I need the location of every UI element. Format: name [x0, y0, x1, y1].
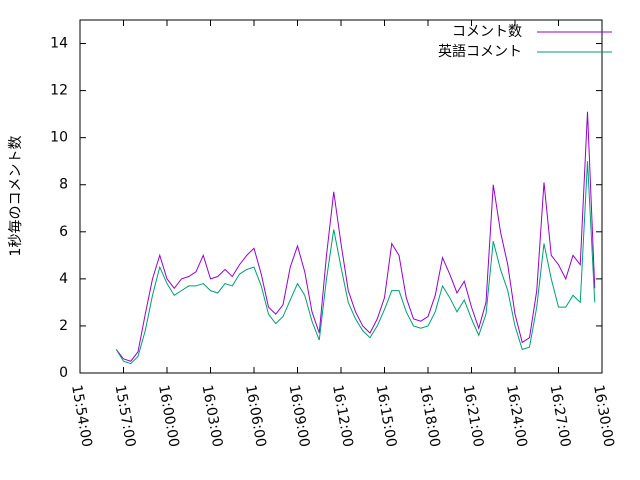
y-tick-label: 14: [50, 36, 68, 52]
x-tick-label: 15:54:00: [68, 384, 95, 449]
y-tick-label: 12: [50, 83, 68, 99]
series-line: [115, 161, 596, 365]
x-tick-label: 16:18:00: [416, 384, 443, 449]
legend-label: コメント数: [452, 24, 522, 40]
x-tick-label: 16:09:00: [286, 384, 313, 449]
y-tick-label: 2: [59, 318, 68, 334]
y-tick-label: 10: [50, 130, 68, 146]
y-tick-label: 0: [59, 365, 68, 381]
x-tick-label: 16:12:00: [329, 384, 356, 449]
x-tick-label: 16:06:00: [242, 384, 269, 449]
y-tick-label: 6: [59, 224, 68, 240]
x-tick-label: 16:15:00: [373, 384, 400, 449]
y-axis-label: 1秒毎のコメント数: [8, 136, 24, 257]
x-tick-label: 15:57:00: [112, 384, 139, 449]
x-tick-label: 16:00:00: [155, 384, 182, 449]
legend-label: 英語コメント: [438, 43, 522, 60]
x-tick-label: 16:24:00: [503, 384, 530, 449]
series-line: [115, 111, 596, 362]
x-tick-label: 16:27:00: [547, 384, 574, 449]
y-tick-label: 4: [59, 271, 68, 287]
x-tick-label: 16:21:00: [460, 384, 487, 449]
y-tick-label: 8: [59, 177, 68, 193]
x-tick-label: 16:30:00: [590, 384, 617, 449]
x-tick-label: 16:03:00: [199, 384, 226, 449]
plot-frame: [79, 19, 603, 374]
